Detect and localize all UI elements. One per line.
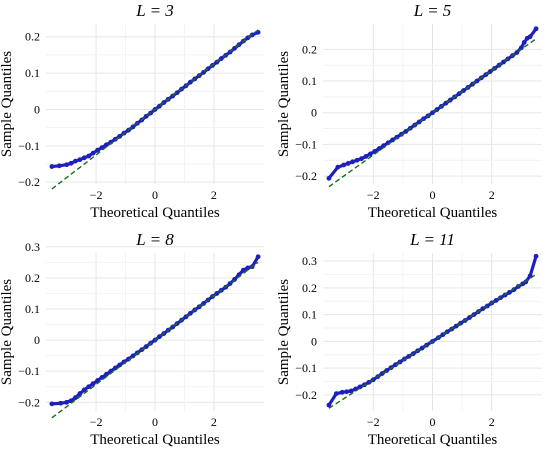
- y-tick-label: 0: [34, 333, 40, 347]
- x-tick-label: −2: [90, 415, 103, 429]
- panel-title: L = 5: [413, 1, 452, 20]
- x-tick-label: −2: [367, 188, 380, 202]
- y-tick-label: 0.1: [25, 302, 40, 316]
- y-tick-label: −0.2: [295, 169, 317, 183]
- y-tick-label: 0: [311, 334, 317, 348]
- qq-panel-L11: L = 11 −2 0 2 −0.2 −0.1 0 0.1 0.2 0.3 Theoretical …: [276, 230, 542, 448]
- y-tick-label: −0.2: [18, 175, 40, 189]
- data-point-band: [327, 254, 538, 407]
- reference-line: [51, 29, 259, 190]
- x-tick-label: 2: [489, 415, 495, 429]
- x-tick-label: 2: [489, 188, 495, 202]
- y-tick-label: 0.2: [25, 30, 40, 44]
- y-tick-label: 0.2: [302, 281, 317, 295]
- qq-panel-L5: L = 5 −2 0 2 −0.2 −0.1 0 0.1 0.2 Theoretical Quan…: [276, 1, 542, 221]
- x-tick-label: 0: [152, 188, 158, 202]
- y-tick-label: −0.2: [295, 388, 317, 402]
- y-tick-label: 0.2: [302, 42, 317, 56]
- y-tick-label: 0.3: [302, 254, 317, 268]
- x-tick-label: 0: [430, 415, 436, 429]
- x-axis-label: Theoretical Quantiles: [368, 432, 498, 448]
- panel-title: L = 11: [409, 230, 455, 249]
- y-tick-label: 0.3: [25, 240, 40, 254]
- qq-panel-L8: L = 8 −2 0 2 −0.2 −0.1 0 0.1 0.2 0.3 Theoretical Q…: [0, 230, 264, 448]
- qq-panel-L3: L = 3 −2 0 2 −0.2 −0.1 0 0.1 0.2 Theoretical Quan…: [0, 1, 264, 221]
- x-tick-label: −2: [367, 415, 380, 429]
- y-tick-label: −0.1: [295, 361, 317, 375]
- reference-line: [328, 273, 537, 409]
- x-axis-label: Theoretical Quantiles: [368, 205, 498, 221]
- reference-line: [51, 261, 259, 419]
- y-axis-label: Sample Quantiles: [0, 279, 15, 385]
- x-tick-label: 0: [430, 188, 436, 202]
- x-tick-label: 2: [211, 415, 217, 429]
- x-tick-label: 2: [211, 188, 217, 202]
- y-tick-label: −0.2: [18, 395, 40, 409]
- x-tick-label: 0: [152, 415, 158, 429]
- y-axis-label: Sample Quantiles: [276, 51, 292, 157]
- y-tick-label: 0.1: [25, 66, 40, 80]
- x-axis-label: Theoretical Quantiles: [90, 205, 220, 221]
- x-axis-label: Theoretical Quantiles: [90, 432, 220, 448]
- y-tick-label: 0.2: [25, 271, 40, 285]
- panel-title: L = 3: [135, 1, 174, 20]
- y-tick-label: 0: [34, 102, 40, 116]
- y-tick-label: −0.1: [18, 364, 40, 378]
- y-tick-label: 0.1: [302, 308, 317, 322]
- y-tick-label: −0.1: [295, 137, 317, 151]
- y-tick-label: 0.1: [302, 74, 317, 88]
- y-axis-label: Sample Quantiles: [0, 51, 15, 157]
- reference-line: [328, 38, 537, 188]
- panel-title: L = 8: [135, 230, 174, 249]
- y-axis-label: Sample Quantiles: [276, 279, 292, 385]
- y-tick-label: −0.1: [18, 139, 40, 153]
- x-tick-label: −2: [90, 188, 103, 202]
- y-tick-label: 0: [311, 106, 317, 120]
